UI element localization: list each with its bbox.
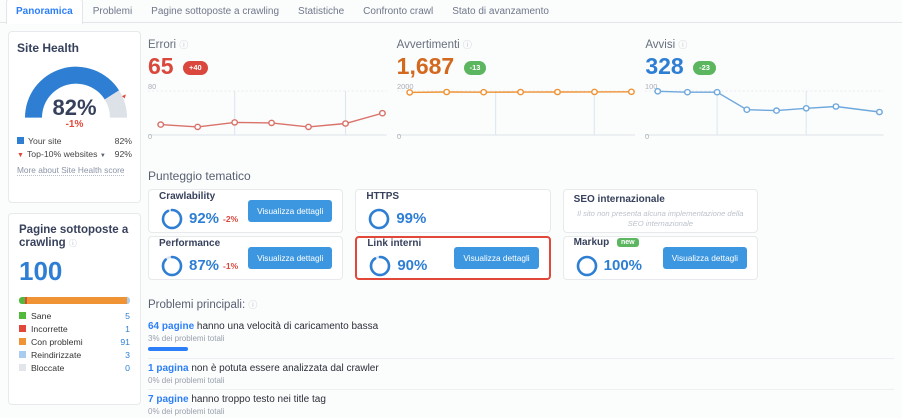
svg-text:0: 0 [148,132,152,141]
svg-text:0: 0 [645,132,649,141]
svg-text:80: 80 [148,83,156,91]
svg-text:0: 0 [397,132,401,141]
